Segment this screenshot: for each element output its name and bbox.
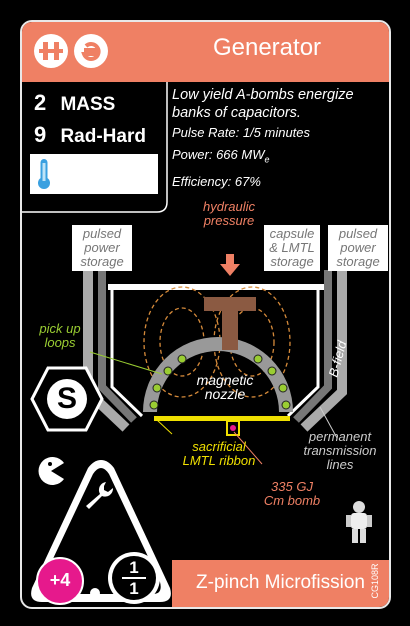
hydraulic-line-2: pressure bbox=[203, 213, 255, 228]
efficiency: Efficiency: 67% bbox=[172, 173, 261, 189]
pulsed-right-line-1: pulsed bbox=[338, 226, 378, 241]
magnetic-nozzle-label: magnetic nozzle bbox=[190, 373, 260, 401]
pulsed-left-line-1: pulsed bbox=[82, 226, 122, 241]
transmission-line-1: permanent bbox=[308, 429, 372, 444]
bomb-line-1: 335 GJ bbox=[271, 479, 313, 494]
stats-panel: 2 MASS 9 Rad-Hard bbox=[22, 82, 168, 222]
power-text: Power: 666 MW bbox=[172, 147, 265, 162]
wrench-icon bbox=[86, 482, 114, 509]
sacrificial-line-2: LMTL ribbon bbox=[182, 453, 256, 468]
bomb-label: 335 GJ Cm bomb bbox=[252, 480, 332, 508]
fraction-bottom: 1 bbox=[129, 579, 139, 598]
hydraulic-label: hydraulic pressure bbox=[189, 200, 269, 228]
pulsed-storage-right: pulsed power storage bbox=[328, 225, 388, 271]
sacrificial-line-1: sacrificial bbox=[192, 439, 246, 454]
hydraulic-line-1: hydraulic bbox=[202, 199, 256, 214]
magnetic-line-1: magnetic bbox=[196, 372, 254, 388]
fraction-top: 1 bbox=[129, 558, 139, 577]
pulsed-right-line-2: power bbox=[340, 240, 376, 255]
pickup-line-1: pick up bbox=[39, 321, 81, 336]
pickup-line-2: loops bbox=[44, 335, 76, 350]
radhard-value: 9 bbox=[34, 122, 47, 147]
engine-diagram bbox=[83, 254, 347, 465]
capsule-line-3: storage bbox=[270, 254, 314, 269]
s-letter: S bbox=[56, 382, 77, 415]
card-footer: Z-pinch Microfission bbox=[172, 560, 389, 607]
radhard-label: Rad-Hard bbox=[60, 126, 146, 147]
description-line-1: Low yield A-bombs energize bbox=[172, 87, 354, 103]
description: Low yield A-bombs energize banks of capa… bbox=[172, 86, 386, 193]
radhard-stat: 9 Rad-Hard bbox=[34, 122, 146, 148]
transmission-label: permanent transmission lines bbox=[294, 430, 386, 472]
thruster-logo-icon bbox=[34, 34, 68, 68]
plus-four-badge: +4 bbox=[36, 557, 84, 605]
capsule-line-2: & LMTL bbox=[269, 240, 315, 255]
dot-separator bbox=[90, 588, 100, 598]
e-logo-icon bbox=[74, 34, 108, 68]
fraction-badge: 1 1 bbox=[108, 552, 160, 604]
capsule-storage: capsule & LMTL storage bbox=[264, 225, 320, 271]
power-subscript: e bbox=[264, 154, 270, 165]
card-title: Generator bbox=[212, 34, 322, 61]
temperature-box bbox=[30, 154, 158, 194]
s-hexagon-badge: S bbox=[30, 366, 104, 432]
card-code-wrap: CG108R bbox=[367, 562, 381, 602]
sacrificial-label: sacrificial LMTL ribbon bbox=[164, 440, 274, 468]
pulsed-storage-left: pulsed power storage bbox=[72, 225, 132, 271]
pulsed-left-line-2: power bbox=[84, 240, 120, 255]
transmission-line-2: transmission bbox=[303, 443, 377, 458]
thermometer-icon bbox=[38, 159, 50, 189]
bomb-line-2: Cm bomb bbox=[263, 493, 321, 508]
astronaut-icon bbox=[346, 501, 372, 543]
pacman-icon bbox=[38, 457, 64, 485]
pickup-loops-label: pick up loops bbox=[30, 322, 90, 350]
mass-stat: 2 MASS bbox=[34, 90, 115, 116]
card-frame: Generator 2 MASS 9 Rad-Hard Low yield A-… bbox=[20, 20, 391, 609]
card-code: CG108R bbox=[370, 563, 380, 599]
capsule-line-1: capsule bbox=[269, 226, 315, 241]
plus-four-text: +4 bbox=[49, 570, 71, 590]
transmission-line-3: lines bbox=[326, 457, 354, 472]
mass-value: 2 bbox=[34, 90, 47, 115]
mass-label: MASS bbox=[60, 94, 116, 115]
magnetic-line-2: nozzle bbox=[204, 386, 246, 402]
card-header: Generator bbox=[22, 22, 389, 82]
description-line-2: banks of capacitors. bbox=[172, 105, 301, 121]
card-name: Z-pinch Microfission bbox=[196, 572, 365, 593]
pulse-rate: Pulse Rate: 1/5 minutes bbox=[172, 125, 311, 140]
pulsed-right-line-3: storage bbox=[336, 254, 380, 269]
pulsed-left-line-3: storage bbox=[80, 254, 124, 269]
power-line: Power: 666 MWe bbox=[172, 144, 386, 171]
